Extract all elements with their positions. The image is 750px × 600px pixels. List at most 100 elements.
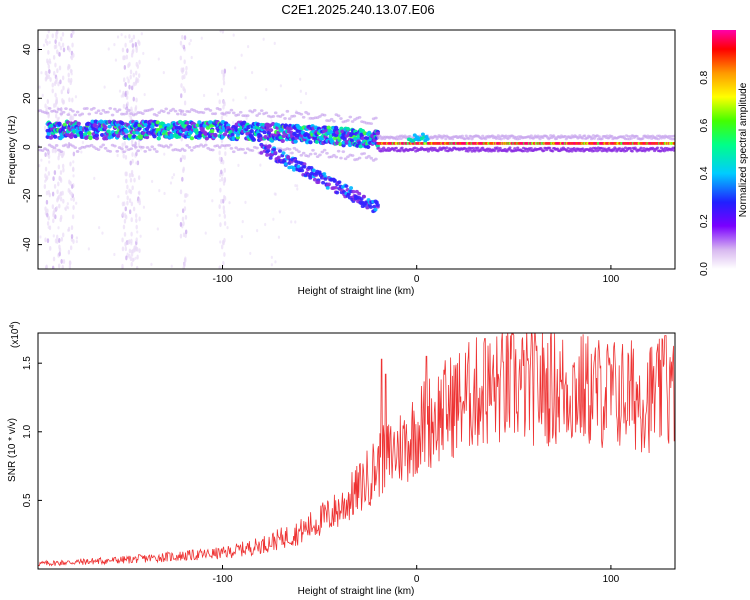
spectrogram-cell [53,44,57,50]
spectrogram-cell [46,221,50,226]
spectrogram-cell [44,125,47,131]
spectrogram-cell [278,210,281,214]
spectrogram-cell [323,177,328,181]
chart-title: C2E1.2025.240.13.07.E06 [281,2,434,17]
spectrogram-cell [326,182,331,187]
spectrogram-cell [62,167,65,173]
spectrogram-cell [42,43,46,47]
spectrogram-cell [62,259,66,264]
spectrogram-cell [143,149,148,153]
spectrogram-marks [38,30,675,269]
spectrogram-cell [221,30,225,34]
spectrogram-cell [223,68,227,74]
spectrogram-cell [64,206,67,211]
spectrogram-cell [223,252,226,257]
spectrogram-cell [101,231,104,235]
spectrogram-cell [492,149,496,153]
spectrogram-cell [334,155,339,159]
spectrogram-cell [47,64,51,70]
spectrogram-y-tick-label: 20 [22,92,33,104]
spectrogram-cell [297,150,301,154]
spectrogram-cell [181,154,185,160]
spectrogram-cell [372,204,377,209]
spectrogram-cell [237,163,240,167]
spectrogram-cell [113,107,117,111]
spectrogram-cell [60,259,63,264]
colorbar-tick-label: 0.8 [699,70,710,84]
spectrogram-cell [639,146,643,150]
snr-plot-area [38,333,675,569]
spectrogram-cell [135,77,138,82]
snr-panel: -100 0 100 0.5 1.0 1.5 Height of straight li… [7,321,676,597]
spectrogram-cell [114,58,118,62]
spectrogram-cell [101,143,106,147]
spectrogram-cell [59,196,63,202]
spectrogram-cell [222,159,225,165]
spectrogram-cell [81,140,85,145]
spectrogram-cell [72,239,75,244]
spectrogram-cell [120,33,123,37]
spectrogram-cell [296,187,299,191]
spectrogram-cell [317,170,322,174]
spectrogram-cell [605,134,609,138]
spectrogram-cell [151,179,154,184]
spectrogram-cell [183,88,187,94]
spectrogram-cell [46,99,50,104]
spectrogram-cell [46,131,51,136]
snr-multiplier-base: (x10 [10,328,21,348]
spectrogram-cell [180,109,185,113]
spectrogram-cell [58,203,61,209]
spectrogram-cell [132,206,136,212]
spectrogram-cell [357,191,362,196]
spectrogram-cell [44,103,47,109]
spectrogram-cell [51,148,55,154]
spectrogram-cell [122,150,127,154]
spectrogram-cell [45,199,49,205]
spectrogram-cell [426,149,430,153]
spectrogram-cell [322,172,327,176]
spectrogram-cell [322,148,327,152]
spectrogram-cell [408,134,412,138]
spectrogram-cell [481,134,485,138]
spectrogram-cell [70,72,73,76]
spectrogram-cell [181,34,184,40]
snr-x-label: Height of straight line (km) [298,586,415,597]
spectrogram-x-tick-label: 100 [603,274,620,285]
spectrogram-cell [183,113,187,116]
spectrogram-cell [339,117,343,120]
spectrogram-cell [136,254,139,260]
spectrogram-cell [302,162,307,166]
spectrogram-cell [304,91,308,96]
spectrogram-cell [499,137,503,141]
spectrogram-cell [117,108,122,112]
spectrogram-cell [504,134,508,138]
spectrogram-cell [183,206,187,212]
spectrogram-cell [179,222,183,227]
spectrogram-cell [46,34,49,39]
spectrogram-cell [259,163,262,167]
spectrogram-cell [351,189,356,194]
spectrogram-cell [132,258,135,262]
spectrogram-cell [420,132,425,137]
spectrogram-cell [82,132,88,137]
spectrogram-cell [158,189,161,193]
spectrogram-cell [204,136,210,141]
spectrogram-cell [98,225,101,230]
spectrogram-cell [129,177,133,183]
spectrogram-cell [129,69,133,75]
spectrogram-cell [341,150,346,154]
spectrogram-cell [203,143,208,147]
spectrogram-cell [136,230,139,234]
snr-y-tick-label: 0.5 [22,493,33,507]
spectrogram-cell [150,107,154,111]
spectrogram-cell [44,152,47,157]
colorbar-tick-label: 0.0 [699,262,710,276]
spectrogram-cell [162,70,165,75]
spectrogram-cell [398,149,402,153]
spectrogram-cell [322,113,327,117]
spectrogram-cell [572,147,576,150]
spectrogram-cell [299,89,302,93]
spectrogram-cell [272,147,277,152]
spectrogram-cell [181,208,185,214]
spectrogram-cell [513,147,517,150]
